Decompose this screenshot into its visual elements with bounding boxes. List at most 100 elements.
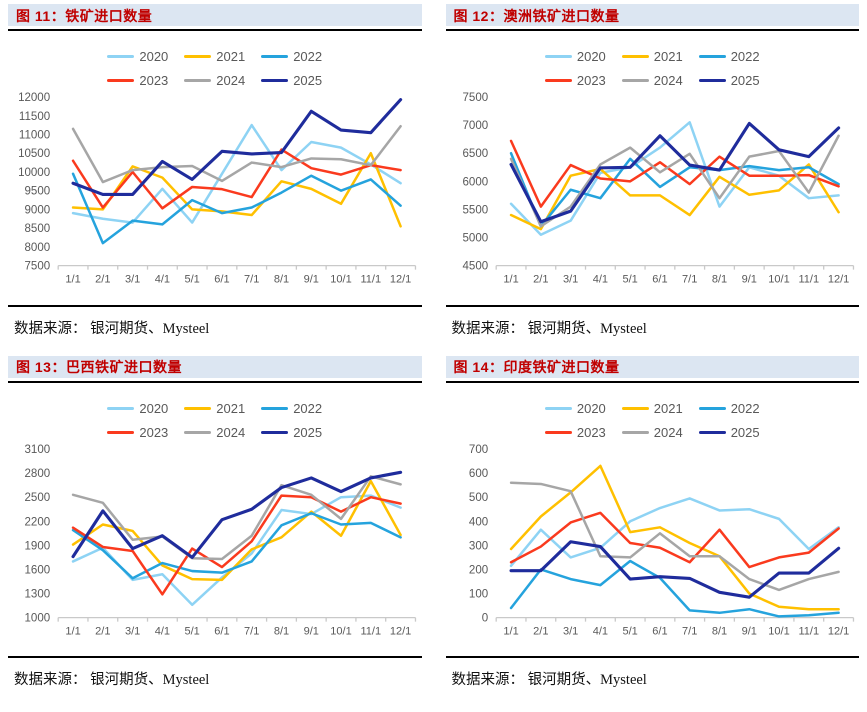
- y-axis-tick-label: 8000: [25, 242, 51, 254]
- y-axis-tick-label: 2800: [25, 468, 51, 480]
- line-chart: 7500 8000 8500 9000 9500 10000 10500 11000 11500…: [18, 92, 417, 286]
- y-axis-tick-label: 8500: [25, 223, 51, 235]
- legend-swatch: [544, 430, 572, 434]
- y-axis-tick-label: 4500: [462, 261, 488, 273]
- series-line-2021: [71, 479, 402, 581]
- legend-swatch: [107, 430, 135, 434]
- x-axis-tick-label: 7/1: [682, 274, 697, 286]
- x-axis-tick-label: 1/1: [503, 274, 518, 286]
- legend-swatch: [261, 79, 289, 82]
- x-axis-tick-label: 9/1: [741, 274, 756, 286]
- legend-item-2025: 2025: [261, 425, 322, 440]
- y-axis-tick-label: 700: [468, 444, 487, 456]
- legend-swatch: [544, 406, 572, 410]
- legend-swatch: [544, 55, 572, 58]
- x-axis-tick-label: 2/1: [95, 625, 110, 637]
- chart-panel-brazil-iron-ore-imports: 图 13：巴西铁矿进口数量 2020 2021 2022 2023 2024 2025 1…: [8, 355, 422, 692]
- x-axis-tick-label: 12/1: [827, 274, 848, 286]
- legend-label: 2022: [730, 400, 760, 416]
- legend-swatch: [184, 79, 212, 82]
- x-axis-tick-label: 1/1: [65, 274, 80, 286]
- data-source: 数据来源： 银河期货、Mysteel: [451, 672, 647, 689]
- y-axis-tick-label: 500: [468, 492, 487, 504]
- y-axis-tick-label: 1600: [25, 564, 51, 576]
- x-axis-tick-label: 5/1: [185, 274, 200, 286]
- legend-row: 2023 2024 2025: [544, 424, 760, 440]
- chart-legend: 2020 2021 2022 2023 2024 2025: [446, 401, 860, 440]
- title-divider: [445, 380, 859, 383]
- series-line-2020: [71, 123, 402, 224]
- y-axis-tick-label: 10500: [18, 148, 50, 160]
- y-axis-tick-label: 600: [468, 468, 487, 480]
- legend-swatch: [261, 55, 289, 58]
- series-line-2020: [509, 496, 840, 567]
- series-line-2022: [71, 511, 402, 580]
- legend-item-2021: 2021: [184, 49, 245, 64]
- series-line-2021: [509, 163, 840, 231]
- y-axis-tick-label: 400: [468, 516, 487, 528]
- y-axis-tick-label: 10000: [18, 167, 50, 179]
- series-line-2021: [509, 464, 840, 611]
- legend-label: 2021: [653, 49, 683, 64]
- legend-label: 2020: [576, 400, 606, 416]
- series-line-2023: [71, 148, 402, 210]
- legend-item-2022: 2022: [261, 401, 322, 416]
- x-axis-tick-label: 10/1: [330, 274, 351, 286]
- y-axis-tick-label: 3100: [25, 444, 51, 456]
- series-line-2025: [508, 121, 840, 224]
- legend-swatch: [261, 430, 289, 434]
- legend-label: 2025: [293, 73, 323, 88]
- legend-label: 2020: [139, 49, 169, 64]
- x-axis-tick-label: 6/1: [214, 625, 229, 637]
- x-axis-tick-label: 1/1: [65, 625, 80, 637]
- legend-label: 2024: [653, 424, 683, 440]
- x-axis-tick-label: 3/1: [125, 274, 140, 286]
- chart-legend: 2020 2021 2022 2023 2024 2025: [8, 401, 422, 440]
- legend-swatch: [107, 55, 135, 58]
- legend-swatch: [621, 55, 649, 58]
- legend-label: 2023: [139, 73, 169, 88]
- y-axis-tick-label: 9000: [25, 204, 51, 216]
- series-line-2025: [508, 539, 840, 599]
- x-axis-tick-label: 8/1: [711, 274, 726, 286]
- legend-item-2024: 2024: [184, 73, 245, 88]
- legend-swatch: [184, 406, 212, 410]
- legend-item-2024: 2024: [621, 424, 683, 440]
- chart-title: 图 12：澳洲铁矿进口数量: [453, 7, 620, 24]
- series-line-2023: [509, 511, 840, 569]
- x-axis-tick-label: 8/1: [711, 625, 726, 637]
- x-axis-tick-label: 3/1: [562, 625, 577, 637]
- chart-panel-india-iron-ore-imports: 图 14：印度铁矿进口数量 2020 2021 2022 2023 2024 2025 0…: [445, 355, 860, 692]
- y-axis-tick-label: 5000: [462, 233, 488, 245]
- legend-row: 2023 2024 2025: [107, 73, 322, 88]
- series-line-2023: [509, 139, 840, 208]
- y-axis-tick-label: 300: [468, 540, 487, 552]
- series-line-2025: [71, 98, 403, 197]
- legend-label: 2021: [653, 400, 683, 416]
- title-divider: [8, 380, 422, 383]
- y-axis-tick-label: 11000: [19, 130, 50, 142]
- series-line-2022: [509, 151, 840, 228]
- series-line-2023: [71, 494, 402, 596]
- x-axis-tick-label: 5/1: [185, 625, 200, 637]
- y-axis-tick-label: 7500: [25, 261, 51, 273]
- legend-item-2020: 2020: [107, 401, 168, 416]
- legend-item-2023: 2023: [544, 73, 606, 88]
- x-axis-tick-label: 9/1: [741, 625, 756, 637]
- legend-label: 2020: [576, 49, 606, 64]
- source-divider: [8, 656, 422, 659]
- legend-item-2024: 2024: [184, 425, 245, 440]
- charts-grid: 图 11：铁矿进口数量 2020 2021 2022 2023 2024 2025 750…: [8, 4, 859, 691]
- legend-swatch: [698, 55, 726, 58]
- chart-title-bar: 图 14：印度铁矿进口数量: [445, 355, 859, 378]
- legend-label: 2023: [576, 424, 606, 440]
- series-line-2024: [509, 481, 840, 591]
- legend-item-2023: 2023: [107, 425, 168, 440]
- x-axis-tick-label: 2/1: [95, 274, 110, 286]
- x-axis-tick-label: 10/1: [768, 625, 789, 637]
- legend-item-2023: 2023: [544, 424, 606, 440]
- x-axis-tick-label: 9/1: [304, 274, 319, 286]
- x-axis-tick-label: 6/1: [652, 625, 667, 637]
- x-axis-tick-label: 11/1: [798, 274, 819, 286]
- legend-item-2020: 2020: [544, 400, 606, 416]
